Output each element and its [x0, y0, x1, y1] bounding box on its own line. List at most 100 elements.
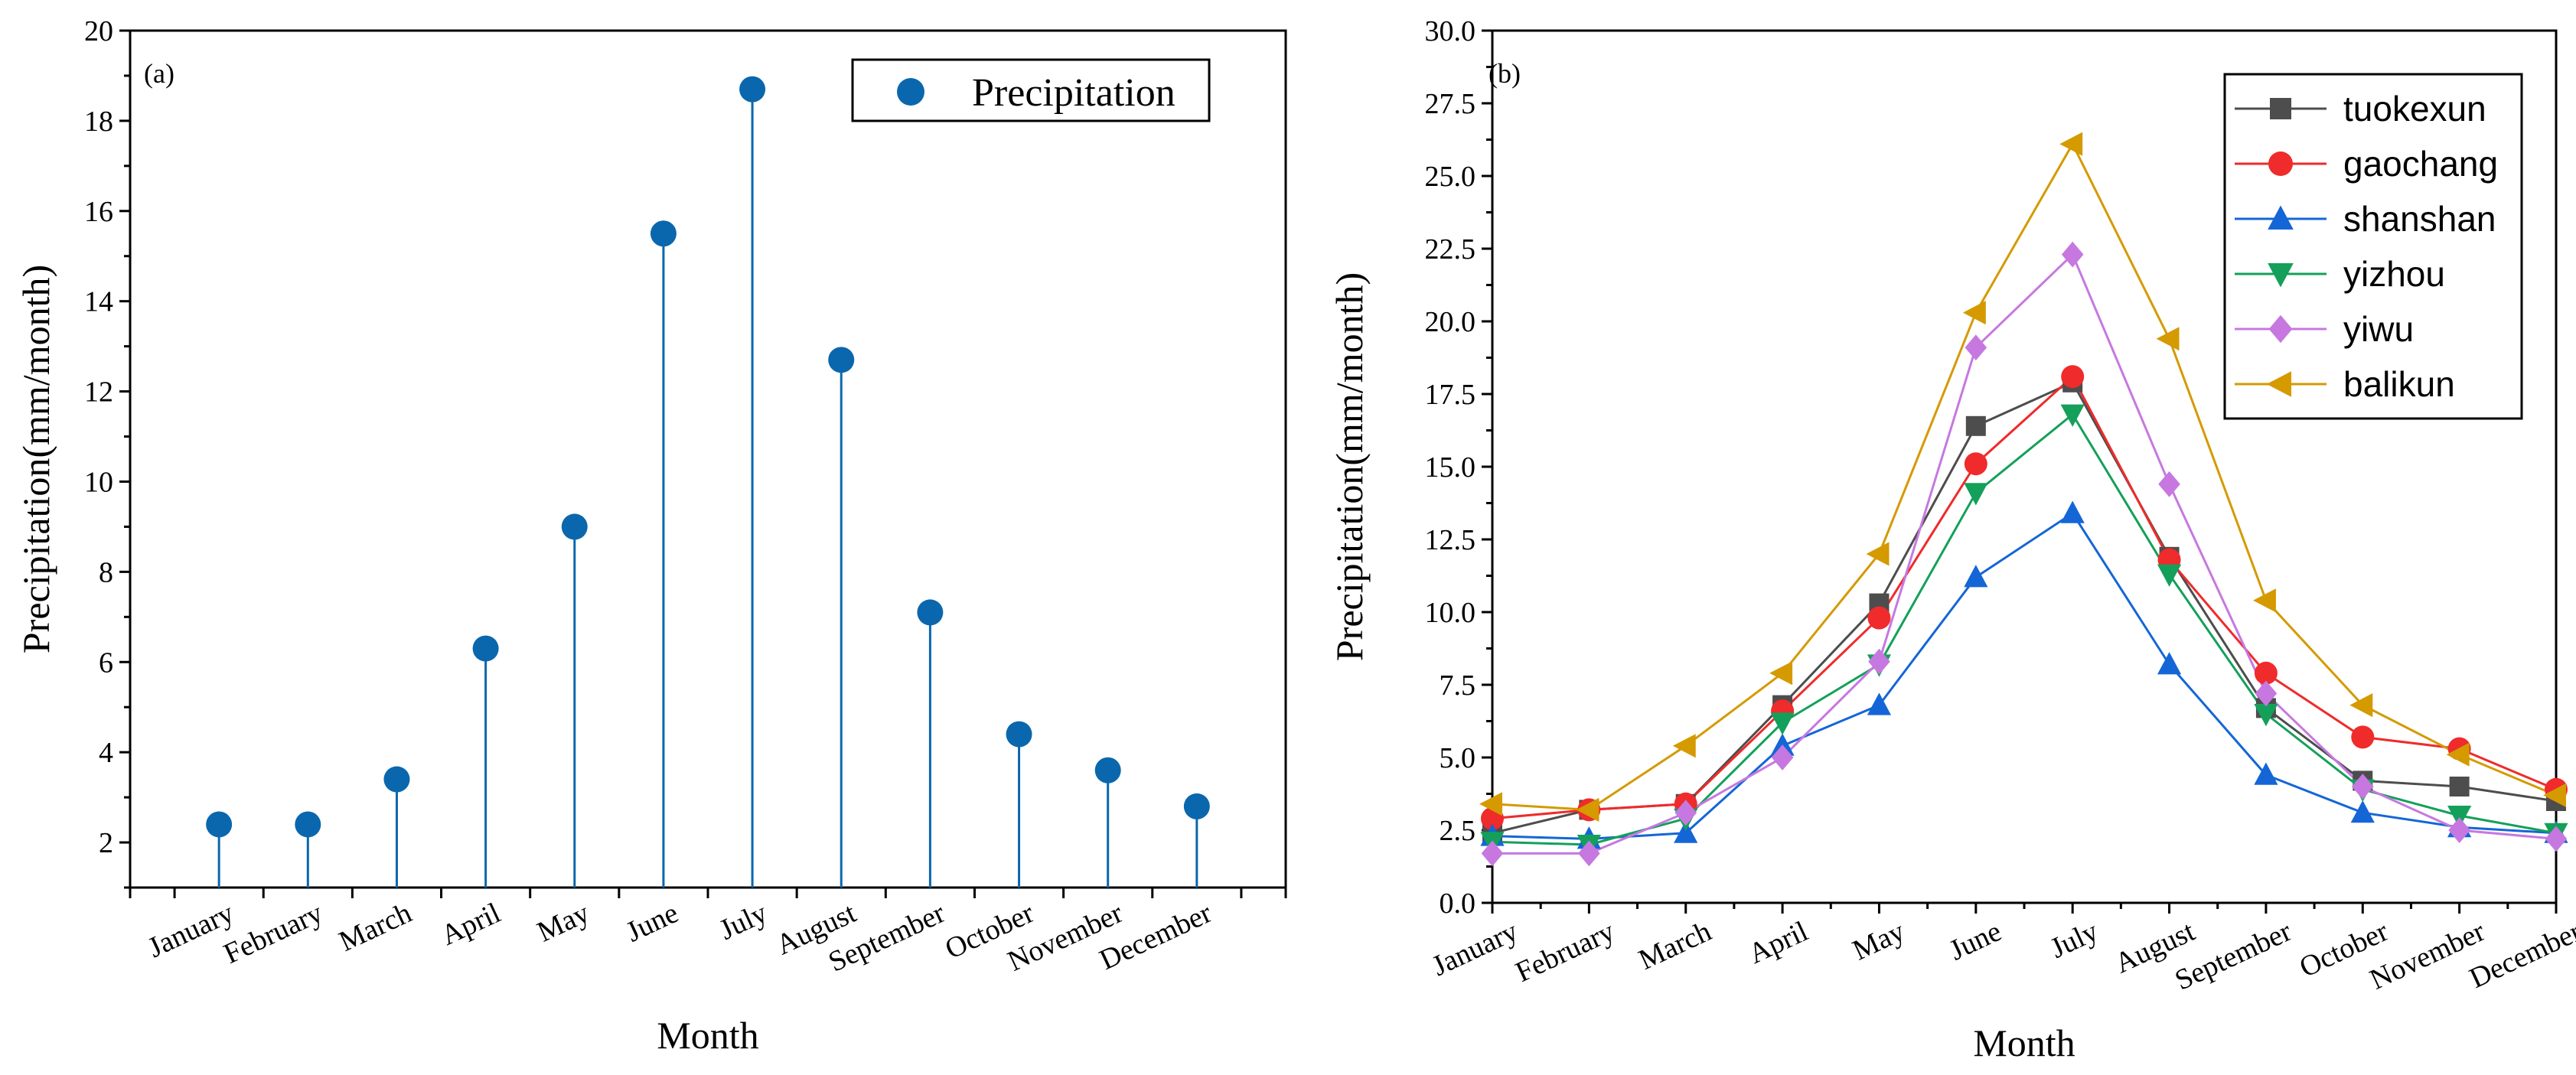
stem-point [561, 513, 588, 540]
y-tick-label: 22.5 [1425, 233, 1476, 265]
point-yizhou [2254, 704, 2278, 727]
y-tick-label: 16 [84, 196, 113, 228]
point-balikun [1576, 797, 1599, 822]
point-balikun [1672, 734, 1696, 758]
point-tuokexun [2449, 777, 2470, 796]
point-balikun [2253, 588, 2276, 613]
point-shanshan [1674, 820, 1698, 843]
point-yizhou [1770, 712, 1795, 735]
legend-marker-shanshan [2268, 205, 2294, 230]
series-line-tuokexun [1492, 380, 2557, 835]
point-yiwu [2061, 241, 2084, 268]
point-shanshan [2157, 652, 2182, 675]
legend-label-shanshan: shanshan [2343, 199, 2496, 239]
y-tick-label: 20.0 [1425, 306, 1476, 338]
stem-point [650, 220, 677, 247]
point-gaochang [2061, 365, 2085, 389]
y-tick-label: 25.0 [1425, 161, 1476, 193]
x-tick-label: May [1847, 915, 1909, 967]
point-gaochang [1964, 452, 1987, 476]
legend-marker-yiwu [2268, 314, 2293, 344]
point-yiwu [1771, 744, 1794, 770]
x-tick-label: March [1634, 915, 1717, 976]
legend-marker-tuokexun [2270, 98, 2291, 119]
point-balikun [1479, 792, 1502, 816]
y-tick-label: 2 [99, 827, 113, 859]
y-tick-label: 20 [84, 15, 113, 47]
legend-b: tuokexun gaochang shanshan yizhou yiwu baliku… [2223, 73, 2523, 420]
panel-tag-a: (a) [144, 58, 174, 89]
y-tick-label: 14 [84, 286, 113, 318]
point-balikun [1962, 301, 1986, 325]
series-line-yiwu [1492, 252, 2557, 855]
legend-marker-precipitation [897, 78, 924, 106]
point-shanshan [2254, 762, 2278, 785]
y-tick-label: 5.0 [1440, 742, 1476, 774]
stem-point [1094, 757, 1121, 783]
point-yizhou [1964, 483, 1988, 506]
x-tick-label: July [2046, 915, 2103, 965]
point-balikun [2156, 327, 2180, 351]
legend-frame-b [2223, 73, 2523, 420]
y-tick-label: 0.0 [1440, 888, 1476, 920]
y-tick-label: 8 [99, 556, 113, 588]
stem-point [295, 811, 321, 838]
point-shanshan [2060, 500, 2085, 523]
point-yizhou [2060, 404, 2085, 427]
y-tick-label: 27.5 [1425, 88, 1476, 120]
chart-panel-b: 0.0 2.5 5.0 7.5 10.0 12.5 15.0 17.5 20.0 22.5 25.0… [1328, 15, 2576, 1064]
x-tick-label: March [334, 897, 417, 958]
y-tick-label: 12.5 [1425, 524, 1476, 556]
stem-point [828, 347, 855, 373]
x-tick-label: April [436, 897, 505, 952]
stem-marks-a [206, 76, 1210, 888]
stem-point [472, 635, 499, 662]
legend-label-balikun: balikun [2343, 364, 2455, 404]
point-yiwu [2158, 471, 2180, 497]
series-lines-b [1492, 142, 2557, 855]
x-tick-label: February [1511, 915, 1619, 989]
legend-marker-yizhou [2268, 263, 2294, 288]
series-line-shanshan [1492, 511, 2557, 840]
y-ticks-a: 2 4 6 8 10 12 14 16 18 20 [84, 15, 130, 889]
stem-point [383, 766, 410, 793]
y-axis-title-a: Precipitation(mm/month) [15, 265, 57, 653]
point-shanshan [2350, 800, 2375, 823]
y-tick-label: 15.0 [1425, 451, 1476, 484]
legend-label-yiwu: yiwu [2343, 309, 2414, 349]
y-tick-label: 2.5 [1440, 815, 1476, 847]
point-yiwu [1481, 840, 1504, 867]
y-tick-label: 6 [99, 647, 113, 679]
point-yiwu [2351, 774, 2374, 800]
legend-marker-gaochang [2268, 151, 2293, 176]
x-tick-label: July [715, 897, 772, 946]
x-axis-title-b: Month [1973, 1021, 2075, 1064]
point-yiwu [2255, 680, 2278, 707]
panel-tag-b: (b) [1489, 58, 1521, 89]
point-yiwu [1674, 800, 1697, 826]
point-yiwu [2545, 826, 2568, 852]
stem-point [739, 76, 766, 103]
legend-entries-b: tuokexun gaochang shanshan yizhou yiwu baliku… [2235, 89, 2498, 404]
y-tick-label: 18 [84, 106, 113, 138]
point-balikun [1769, 661, 1793, 686]
x-tick-label: February [219, 897, 328, 970]
legend-marker-balikun [2266, 371, 2291, 397]
x-tick-label: May [533, 897, 595, 949]
point-yiwu [2448, 817, 2470, 843]
point-balikun [2543, 783, 2566, 807]
y-tick-label: 10.0 [1425, 597, 1476, 629]
legend-label-yizhou: yizhou [2343, 254, 2445, 294]
point-gaochang [1867, 606, 1891, 630]
point-yizhou [2157, 564, 2182, 587]
y-tick-label: 4 [99, 737, 113, 769]
point-balikun [1866, 542, 1890, 566]
stem-point [1183, 793, 1210, 819]
legend-label-tuokexun: tuokexun [2343, 89, 2486, 129]
series-markers-b [1479, 132, 2568, 867]
point-balikun [2059, 132, 2083, 156]
point-yizhou [2447, 806, 2472, 829]
